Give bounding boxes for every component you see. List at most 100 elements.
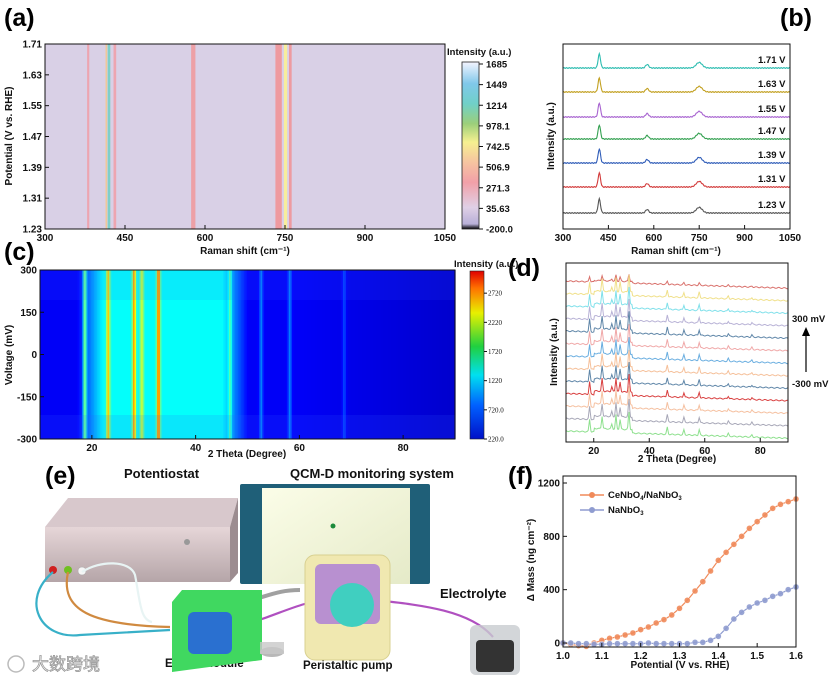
heatmap-column <box>251 270 254 439</box>
heatmap-column <box>247 270 249 439</box>
heatmap-column <box>145 270 147 439</box>
heatmap-column <box>290 270 293 439</box>
data-point <box>653 640 660 647</box>
heatmap-column <box>377 270 380 439</box>
heatmap-column <box>176 270 179 439</box>
colorbar <box>461 61 480 230</box>
heatmap-column <box>85 270 87 439</box>
heatmap-column <box>73 270 75 439</box>
panel-f-mass-change: 1.0 1.1 1.2 1.3 1.4 1.5 1.6 1200 800 400 0 Potenti… <box>526 475 803 671</box>
data-point <box>699 578 706 585</box>
heatmap-column <box>379 270 381 439</box>
heatmap-band <box>113 44 117 229</box>
x-tick-label: 600 <box>197 233 214 244</box>
heatmap-band <box>191 44 196 229</box>
heatmap-column <box>398 270 401 439</box>
y-tick-label: 1.31 <box>23 194 43 205</box>
data-point <box>660 616 668 623</box>
heatmap-column <box>169 270 171 439</box>
heatmap-shade-bottom <box>40 415 455 439</box>
data-point <box>614 633 621 641</box>
heatmap-column <box>173 270 176 439</box>
series-label: 1.23 V <box>758 200 786 211</box>
legend-item-nanbo3: NaNbO3 <box>580 505 644 517</box>
heatmap-column <box>299 270 302 439</box>
heatmap-column <box>161 270 164 439</box>
heatmap-column <box>167 270 170 439</box>
x-tick-label: 60 <box>294 443 306 454</box>
x-tick-label: 300 <box>37 233 54 244</box>
heatmap-column <box>401 270 404 439</box>
heatmap-column <box>289 270 291 439</box>
heatmap-column <box>86 270 89 439</box>
heatmap-column <box>448 270 450 439</box>
x-tick-label: 1.3 <box>673 651 687 662</box>
spectrum-line <box>562 124 791 141</box>
heatmap-column <box>382 270 384 439</box>
heatmap-column <box>413 270 416 439</box>
heatmap-column <box>220 270 222 439</box>
heatmap-shade-top <box>40 270 455 300</box>
heatmap-column <box>100 270 102 439</box>
electrolyte-beaker-illustration <box>470 625 520 675</box>
heatmap-column <box>412 270 414 439</box>
peristaltic-pump-illustration <box>304 554 391 661</box>
xrd-pattern-line <box>565 337 789 365</box>
panel-label-d: (d) <box>508 254 540 282</box>
spectrum-line <box>562 76 791 94</box>
heatmap-column <box>130 270 132 439</box>
heatmap-column <box>95 270 98 439</box>
y-axis-label: Potential (V vs. RHE) <box>4 87 15 186</box>
heatmap-column <box>122 270 125 439</box>
heatmap-column <box>335 270 338 439</box>
heatmap-column <box>292 270 294 439</box>
legend-label: NaNbO <box>608 505 640 516</box>
heatmap-column <box>76 270 78 439</box>
heatmap-column <box>241 270 243 439</box>
potentiostat-illustration <box>45 498 238 582</box>
heatmap-column <box>410 270 413 439</box>
heatmap-column <box>64 270 66 439</box>
panel-label-b: (b) <box>780 4 812 32</box>
heatmap-column <box>104 270 107 439</box>
data-point <box>606 640 613 647</box>
heatmap-column <box>136 270 138 439</box>
heatmap-column <box>137 270 140 439</box>
heatmap-column <box>190 270 192 439</box>
heatmap-column <box>392 270 395 439</box>
heatmap-column <box>302 270 305 439</box>
label-qcm-system: QCM-D monitoring system <box>290 466 454 481</box>
heatmap-column <box>280 270 282 439</box>
heatmap-column <box>274 270 276 439</box>
plot-frame <box>565 262 789 443</box>
panel-b-raman-spectra: 1.71 V 1.63 V 1.55 V 1.47 V 1.39 V 1.31 V 1.23… <box>546 43 802 257</box>
heatmap-column <box>229 270 231 439</box>
heatmap-column <box>146 270 149 439</box>
heatmap-column <box>56 270 59 439</box>
x-tick-label: 1.2 <box>634 651 648 662</box>
heatmap-column <box>46 270 48 439</box>
data-point <box>590 641 598 648</box>
heatmap-area <box>45 44 445 229</box>
heatmap-column <box>50 270 53 439</box>
y-tick-label: 150 <box>20 308 37 319</box>
y-axis-label: Intensity (a.u.) <box>546 102 557 170</box>
heatmap-column <box>77 270 80 439</box>
heatmap-column <box>433 270 435 439</box>
colorbar-tick-label: 1449 <box>486 80 507 91</box>
heatmap-column <box>113 270 116 439</box>
heatmap-column <box>340 270 342 439</box>
heatmap-column <box>263 270 266 439</box>
heatmap-column <box>149 270 152 439</box>
y-tick-label: -150 <box>17 392 37 403</box>
heatmap-column <box>265 270 267 439</box>
data-point <box>738 533 745 540</box>
heatmap-band <box>283 44 288 229</box>
spectrum-line <box>562 171 791 189</box>
data-point <box>676 605 683 612</box>
heatmap-column <box>158 270 161 439</box>
watermark-logo: 大数跨境 <box>7 655 100 675</box>
heatmap-column <box>209 270 212 439</box>
heatmap-column <box>397 270 399 439</box>
x-axis-label: Potential (V vs. RHE) <box>631 660 730 671</box>
